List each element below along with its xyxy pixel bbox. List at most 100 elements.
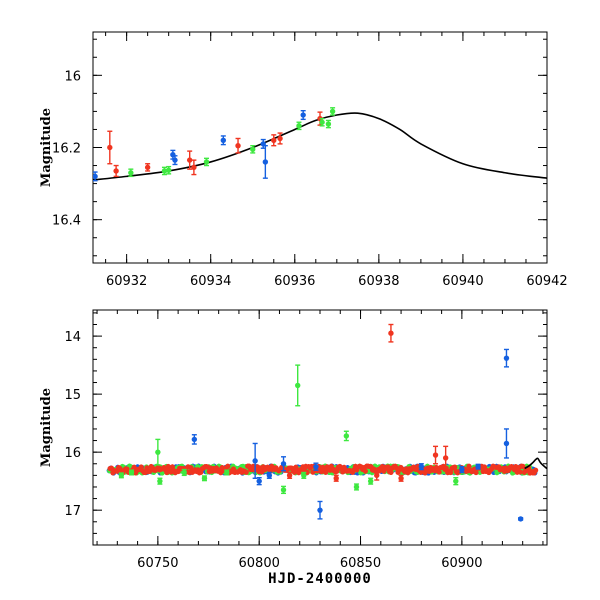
top-panel-y-axis-label: Magnitude [39,108,54,187]
x-tick-label: 60850 [340,556,381,571]
band-point [466,463,472,469]
band-point [385,464,391,470]
data-point [432,452,439,458]
data-point [93,173,98,180]
y-tick-label: 16 [64,446,81,461]
x-tick-label: 60800 [239,556,280,571]
y-tick-label: 14 [64,330,81,345]
data-point [374,472,380,479]
data-point [280,487,287,493]
data-point [155,449,161,455]
data-point [224,469,230,476]
data-point [388,330,394,336]
band-point [436,469,442,475]
model-curve [524,457,547,470]
bottom-panel-x-axis-label: HJD-2400000 [268,571,372,587]
data-point [517,516,524,522]
model-curve [93,112,547,181]
bottom-panel-y-axis-label: Magnitude [39,388,54,467]
plot-area [106,323,547,522]
data-point [418,463,425,470]
data-point [266,472,273,479]
data-point [203,159,210,165]
data-point [128,170,134,176]
x-tick-label: 60934 [190,274,231,289]
data-point [235,142,241,149]
data-point [280,461,287,467]
data-point [113,168,119,174]
band-point [533,467,539,473]
top-panel-zoom-light-curve: 60932 60934 60936 60938 60940 60942 16 16.2 16.4… [39,31,568,289]
data-point [343,433,350,439]
data-point [220,137,227,143]
data-point [503,355,510,361]
y-tick-label: 17 [64,504,81,519]
x-tick-label: 60750 [137,556,178,571]
data-point [325,121,332,127]
band-point [517,469,523,475]
x-tick-label: 60900 [441,556,482,571]
data-point [252,458,258,464]
band-point [473,469,479,476]
data-point [503,440,510,447]
y-tick-label: 16.4 [52,214,81,229]
band-point [225,463,231,469]
data-point [191,164,197,171]
data-point [459,466,465,473]
data-point [181,469,187,476]
band-point [362,468,368,474]
data-point [201,475,208,481]
data-point [161,168,168,174]
band-point [310,469,316,475]
data-point [442,455,449,461]
data-point [128,469,135,476]
plot-area [93,107,547,182]
data-point [262,159,269,165]
band-point [334,468,340,474]
y-tick-label: 15 [64,388,81,403]
band-point [165,463,171,470]
x-tick-label: 60936 [274,274,315,289]
data-point [271,137,277,143]
data-point [250,146,256,153]
data-point [329,108,336,115]
bottom-panel-full-light-curve: 60750 60800 60850 60900 14 15 16 17 Magnitude H… [39,309,548,587]
data-point [286,472,293,479]
x-tick-label: 60942 [526,274,567,289]
data-point [172,157,178,163]
data-point [300,112,306,118]
data-point [367,478,374,484]
data-point [301,472,307,479]
band-point [520,463,526,469]
band-point [422,470,428,476]
data-point [144,164,151,171]
data-point [157,478,163,484]
data-point [295,382,301,389]
band-point [188,465,194,471]
y-tick-label: 16 [64,69,81,84]
data-point [317,507,323,513]
data-point [319,119,325,125]
band-point [243,469,249,475]
data-point [256,478,262,484]
y-tick-label: 16.2 [52,142,81,157]
data-point [107,144,113,151]
data-point [475,463,481,470]
data-point [353,484,360,490]
data-point [313,463,319,470]
data-point [398,475,404,481]
x-tick-label: 60938 [358,274,399,289]
band-point [452,464,458,470]
x-tick-label: 60932 [106,274,147,289]
data-point [191,436,198,443]
data-point [186,157,193,163]
data-point [296,123,302,129]
data-point [333,475,339,481]
top-panel-frame [92,31,548,264]
band-point [447,469,454,476]
data-point [118,472,125,479]
data-point [165,167,172,173]
x-tick-label: 60940 [442,274,483,289]
band-point [481,464,488,470]
